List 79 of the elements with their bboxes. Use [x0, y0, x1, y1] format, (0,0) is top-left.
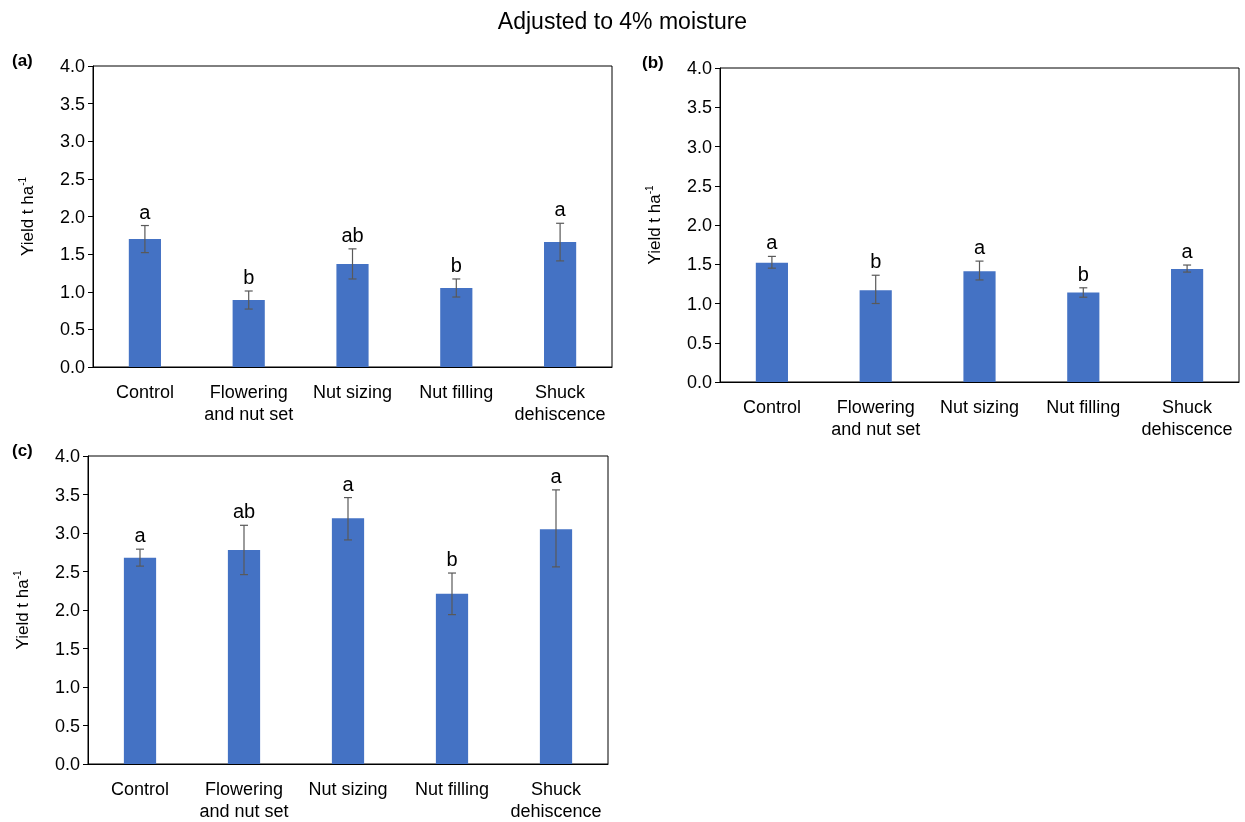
annotation: a: [973, 236, 986, 259]
annotation: b: [1077, 262, 1089, 285]
annotation: b: [450, 253, 462, 276]
x-tick-label: Nut sizing: [312, 382, 393, 402]
x-tick-label: Control: [742, 397, 801, 417]
y-tick-label: 3.0: [59, 131, 85, 152]
y-axis-title: Yield t ha-1: [11, 570, 32, 650]
x-tick-label: Nut filling: [414, 779, 490, 799]
y-tick-label: 0.0: [686, 372, 712, 392]
annotation: a: [554, 198, 567, 221]
y-tick-label: 0.5: [54, 715, 80, 736]
y-tick-label: 4.0: [686, 58, 712, 78]
y-tick-label: 3.5: [54, 484, 80, 505]
x-tick-label: Shuck dehiscence: [1141, 397, 1233, 439]
bar: [1171, 268, 1204, 382]
y-tick-label: 1.0: [59, 281, 85, 302]
x-tick-label: Nut sizing: [939, 397, 1020, 417]
x-tick-label: Flowering and nut set: [204, 382, 294, 424]
y-tick-label: 2.5: [59, 168, 85, 189]
bar: [544, 242, 577, 367]
annotation: a: [766, 231, 779, 254]
y-tick-label: 3.0: [686, 136, 712, 157]
x-tick-label: Shuck dehiscence: [514, 382, 606, 424]
y-tick-label: 0.0: [59, 357, 85, 377]
x-tick-label: Nut filling: [419, 382, 494, 402]
x-tick-label: Nut sizing: [308, 779, 388, 799]
bar: [539, 529, 573, 764]
x-tick-label: Shuck dehiscence: [510, 779, 602, 821]
bar: [859, 290, 892, 382]
y-axis-title: Yield t ha-1: [643, 185, 664, 265]
y-tick-label: 1.0: [54, 677, 80, 697]
bar: [963, 271, 996, 382]
chart-title: Adjusted to 4% moisture: [496, 8, 749, 35]
bar: [755, 262, 788, 382]
chart-subtitle: (b): [642, 53, 664, 72]
bar: [1067, 292, 1100, 382]
y-tick-label: 3.5: [686, 97, 712, 118]
chart-subtitle: (c): [12, 441, 33, 460]
chart-subtitle: (a): [12, 51, 33, 70]
annotation: a: [550, 464, 563, 487]
x-tick-label: Flowering and nut set: [831, 397, 921, 439]
y-tick-label: 2.0: [54, 600, 80, 620]
y-tick-label: 4.0: [54, 446, 80, 466]
y-tick-label: 2.0: [686, 215, 712, 235]
bar: [336, 263, 369, 367]
y-tick-label: 2.5: [686, 175, 712, 196]
y-tick-label: 1.0: [686, 293, 712, 314]
bar: [128, 239, 161, 367]
x-tick-label: Nut filling: [1046, 397, 1121, 417]
annotation: a: [134, 524, 147, 547]
y-tick-label: 3.5: [59, 93, 85, 114]
annotation: ab: [232, 500, 256, 523]
annotation: ab: [341, 223, 364, 246]
bar: [123, 557, 157, 764]
annotation: b: [870, 250, 882, 273]
annotation: b: [446, 548, 458, 571]
bar: [440, 287, 473, 367]
x-tick-label: Control: [110, 779, 170, 799]
annotation: a: [139, 200, 152, 223]
annotation: a: [1181, 240, 1194, 263]
bar: [227, 549, 261, 764]
bar: [232, 300, 265, 367]
y-tick-label: 1.5: [686, 254, 712, 275]
y-tick-label: 1.5: [54, 638, 80, 659]
x-tick-label: Flowering and nut set: [199, 779, 289, 821]
y-tick-label: 0.5: [59, 319, 85, 340]
annotation: a: [342, 472, 355, 495]
y-tick-label: 2.5: [54, 561, 80, 582]
y-tick-label: 0.5: [686, 332, 712, 353]
bar: [435, 593, 469, 764]
y-tick-label: 4.0: [59, 56, 85, 76]
y-tick-label: 3.0: [54, 523, 80, 543]
y-tick-label: 2.0: [59, 206, 85, 227]
x-tick-label: Control: [115, 382, 174, 402]
y-tick-label: 1.5: [59, 244, 85, 265]
bar: [331, 518, 365, 764]
y-axis-title: Yield t ha-1: [16, 176, 37, 257]
y-tick-label: 0.0: [54, 754, 80, 774]
annotation: b: [243, 266, 255, 288]
